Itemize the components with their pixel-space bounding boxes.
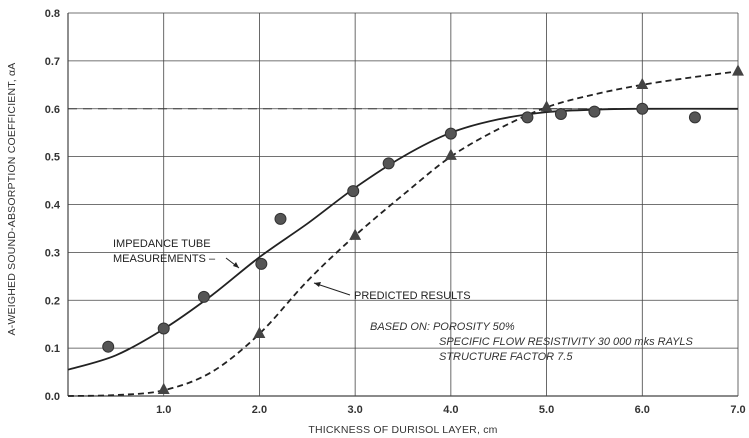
measured-point-10: [588, 105, 601, 118]
based-on-line3: STRUCTURE FACTOR 7.5: [439, 351, 573, 363]
measured-point-0: [102, 340, 115, 353]
measured-point-6: [382, 157, 395, 170]
y-tick-label-0.4: 0.4: [45, 200, 61, 212]
tick-labels: 0.0 0.1 0.2 0.3 0.4 0.5 0.6 0.7 0.8 1.0 2.0 3.0 4.0 5…: [45, 8, 746, 416]
y-tick-label-0.8: 0.8: [45, 8, 60, 20]
x-axis-title: THICKNESS OF DURISOL LAYER, cm: [308, 424, 497, 436]
impedance-label-line1: IMPEDANCE TUBE: [113, 238, 211, 250]
measured-point-12: [688, 111, 701, 124]
y-tick-label-0.2: 0.2: [45, 295, 60, 307]
predicted-point-0: [157, 382, 170, 394]
predicted-point-6: [732, 64, 744, 76]
y-axis-title: A-WEIGHED SOUND-ABSORPTION COEFFICIENT, …: [6, 63, 18, 336]
predicted-point-2: [349, 228, 362, 240]
impedance-label-line2: MEASUREMENTS –: [113, 253, 216, 265]
y-tick-label-0.7: 0.7: [45, 56, 60, 68]
measured-point-2: [197, 290, 210, 303]
series-markers: [102, 64, 744, 394]
measured-point-11: [636, 102, 649, 115]
predicted-label-arrowhead: [314, 282, 321, 287]
x-tick-label-1.0: 1.0: [156, 404, 171, 416]
x-tick-label-3.0: 3.0: [347, 404, 362, 416]
y-tick-label-0.3: 0.3: [45, 247, 60, 259]
predicted-point-1: [253, 326, 266, 338]
y-tick-label-0.1: 0.1: [45, 343, 60, 355]
y-tick-label-0.5: 0.5: [45, 152, 60, 164]
x-tick-label-7.0: 7.0: [730, 404, 745, 416]
measured-point-9: [554, 108, 567, 121]
predicted-point-4: [540, 100, 553, 112]
x-tick-label-6.0: 6.0: [635, 404, 650, 416]
measured-point-7: [444, 127, 457, 140]
measured-point-3: [255, 257, 268, 270]
based-on-line2: SPECIFIC FLOW RESISTIVITY 30 000 mks RAY…: [439, 336, 694, 348]
measured-point-5: [347, 185, 360, 198]
predicted-label-arrow: [313, 282, 351, 296]
measured-point-1: [157, 322, 170, 335]
x-tick-label-2.0: 2.0: [252, 404, 267, 416]
series-1-curve: [67, 70, 739, 397]
measured-point-4: [274, 212, 287, 225]
measured-point-8: [521, 111, 534, 124]
predicted-point-5: [636, 77, 649, 90]
based-on-line1: BASED ON: POROSITY 50%: [370, 321, 515, 333]
y-tick-label-0.0: 0.0: [45, 391, 60, 403]
y-tick-label-0.6: 0.6: [45, 104, 60, 116]
x-tick-label-5.0: 5.0: [539, 404, 554, 416]
predicted-results-label: PREDICTED RESULTS: [354, 290, 471, 302]
predicted-point-3: [444, 148, 457, 160]
impedance-label-arrowhead: [233, 262, 239, 268]
x-tick-label-4.0: 4.0: [443, 404, 458, 416]
